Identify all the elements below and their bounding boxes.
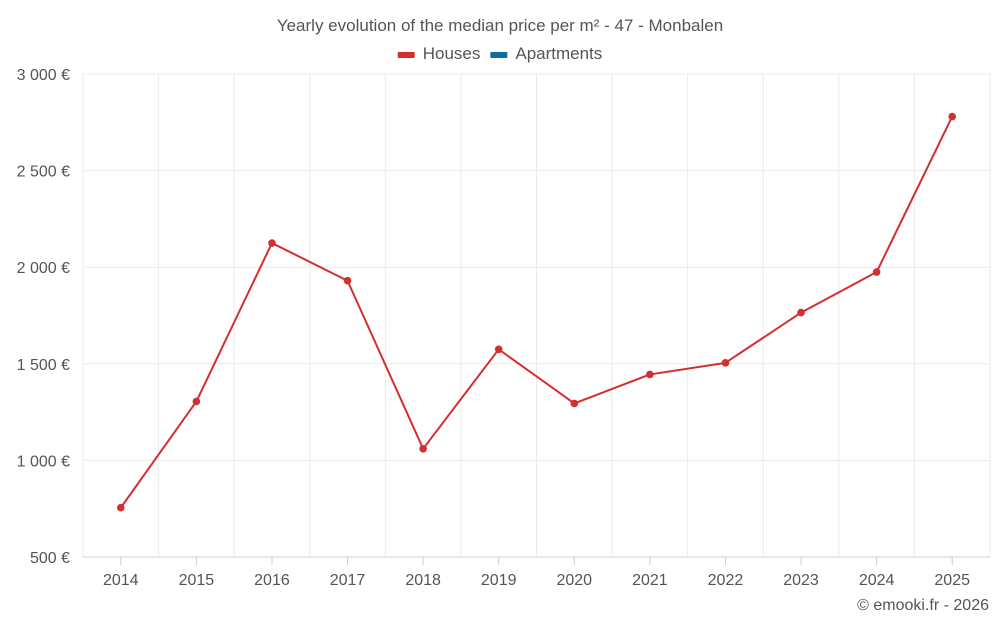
legend-swatch — [490, 52, 508, 58]
series-line-houses — [119, 116, 954, 509]
y-tick-label: 2 500 € — [17, 164, 70, 181]
x-tick-label: 2017 — [330, 572, 366, 589]
x-tick-label: 2024 — [859, 572, 895, 589]
x-tick-label: 2016 — [254, 572, 290, 589]
x-tick-label: 2014 — [103, 572, 139, 589]
data-point[interactable] — [721, 359, 730, 367]
y-tick-label: 3 000 € — [17, 67, 70, 84]
data-point[interactable] — [192, 397, 201, 406]
y-tick-label: 500 € — [30, 550, 70, 567]
x-tick-label: 2019 — [481, 572, 517, 589]
y-tick-label: 2 000 € — [17, 260, 70, 277]
data-point[interactable] — [116, 503, 125, 512]
x-tick-label: 2023 — [783, 572, 819, 589]
legend-item[interactable]: Apartments — [490, 44, 602, 63]
legend-item[interactable]: Houses — [397, 44, 481, 63]
data-point[interactable] — [570, 399, 579, 408]
legend-label: Houses — [423, 44, 481, 63]
copyright-text: © emooki.fr - 2026 — [857, 597, 989, 614]
grid — [82, 73, 991, 558]
x-tick-label: 2020 — [556, 572, 592, 589]
data-point[interactable] — [343, 276, 352, 285]
x-tick-label: 2025 — [934, 572, 970, 589]
chart-title: Yearly evolution of the median price per… — [277, 16, 723, 35]
x-tick-label: 2021 — [632, 572, 668, 589]
data-point[interactable] — [872, 268, 881, 276]
legend: Houses Apartments — [397, 44, 602, 63]
x-tick-label: 2018 — [405, 572, 441, 589]
y-tick-label: 1 500 € — [17, 357, 70, 374]
data-point[interactable] — [419, 445, 427, 453]
data-point[interactable] — [646, 370, 654, 379]
data-point[interactable] — [494, 345, 503, 354]
x-axis: 2014 2015 2016 2017 2018 2019 2020 2021 2022 2023… — [103, 557, 970, 589]
y-tick-label: 1 000 € — [17, 453, 70, 470]
x-tick-label: 2022 — [708, 572, 744, 589]
data-point[interactable] — [948, 112, 957, 121]
legend-label: Apartments — [515, 44, 602, 63]
y-axis: 500 € 1 000 € 1 500 € 2 000 € 2 500 € 3 000 € — [17, 67, 70, 567]
data-point[interactable] — [268, 239, 276, 247]
x-tick-label: 2015 — [179, 572, 215, 589]
series-layer — [116, 112, 957, 512]
legend-swatch — [397, 52, 415, 58]
data-point[interactable] — [797, 308, 805, 317]
